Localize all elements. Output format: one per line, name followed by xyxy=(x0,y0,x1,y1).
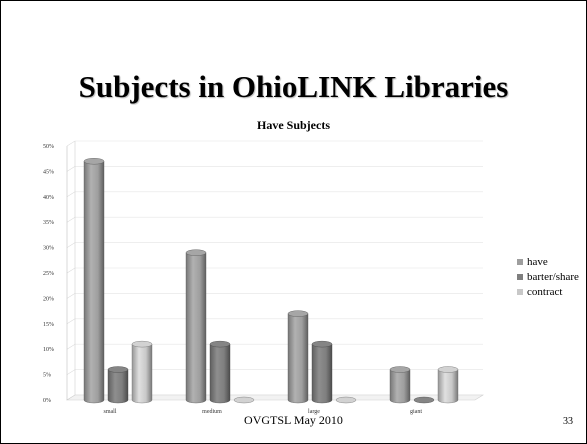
gridline-depth xyxy=(66,216,76,223)
legend-swatch xyxy=(517,288,523,295)
bar-have-giant xyxy=(389,366,411,404)
y-tick-label: 40% xyxy=(43,195,54,201)
x-axis-labels: small medium large giant xyxy=(104,409,423,415)
y-tick-label: 0% xyxy=(43,398,51,404)
page-number: 33 xyxy=(563,416,573,427)
gridline-depth xyxy=(66,369,76,375)
legend-swatch xyxy=(517,273,523,280)
legend-swatch xyxy=(517,258,523,265)
gridline-depth xyxy=(66,191,76,198)
y-axis: 0% 5% 10% 15% 20% 25% 30% 35% 40% 45% 50% xyxy=(43,144,68,404)
chart-title: Have Subjects xyxy=(257,118,330,132)
gridline-depth xyxy=(66,242,76,248)
gridline-depth xyxy=(66,140,76,147)
bar-barter-share-small xyxy=(107,366,129,404)
x-tick-label: medium xyxy=(202,409,222,415)
bar-contract-medium xyxy=(233,396,255,404)
chart-legend: have barter/share contract xyxy=(517,254,579,299)
y-tick-label: 30% xyxy=(43,246,54,252)
x-tick-label: giant xyxy=(410,409,422,415)
gridline-depth xyxy=(66,318,76,325)
bar-have-large xyxy=(287,310,309,404)
y-tick-label: 35% xyxy=(43,220,54,226)
y-tick-label: 15% xyxy=(43,322,54,328)
bar-contract-small xyxy=(131,340,153,404)
legend-item: have xyxy=(517,254,579,269)
bar-barter-share-giant xyxy=(413,396,435,404)
gridline-depth xyxy=(66,267,76,274)
y-tick-label: 5% xyxy=(43,373,51,379)
legend-item: barter/share xyxy=(517,269,579,284)
bar-contract-large xyxy=(335,396,357,404)
y-tick-label: 25% xyxy=(43,271,54,277)
chart-grid xyxy=(65,140,485,401)
slide-title: Subjects in OhioLINK Libraries xyxy=(78,69,509,104)
legend-label: barter/share xyxy=(527,270,579,283)
x-tick-label: small xyxy=(104,409,117,415)
gridline-depth xyxy=(66,166,76,172)
bar-contract-giant xyxy=(437,366,459,404)
chart-bars xyxy=(83,158,459,404)
y-tick-label: 50% xyxy=(43,144,54,150)
bar-barter-share-medium xyxy=(209,340,231,404)
gridline-depth xyxy=(66,343,76,350)
legend-label: contract xyxy=(527,285,563,298)
y-tick-label: 45% xyxy=(43,169,54,175)
slide-footer: OVGTSL May 2010 xyxy=(244,413,343,427)
legend-item: contract xyxy=(517,284,579,299)
gridline-depth xyxy=(66,293,76,299)
bar-barter-share-large xyxy=(311,340,333,404)
x-tick-label: large xyxy=(308,409,320,415)
bar-have-medium xyxy=(185,249,207,404)
y-tick-label: 20% xyxy=(43,296,54,302)
y-tick-label: 10% xyxy=(43,347,54,353)
bar-have-small xyxy=(83,158,105,404)
legend-label: have xyxy=(527,255,548,268)
